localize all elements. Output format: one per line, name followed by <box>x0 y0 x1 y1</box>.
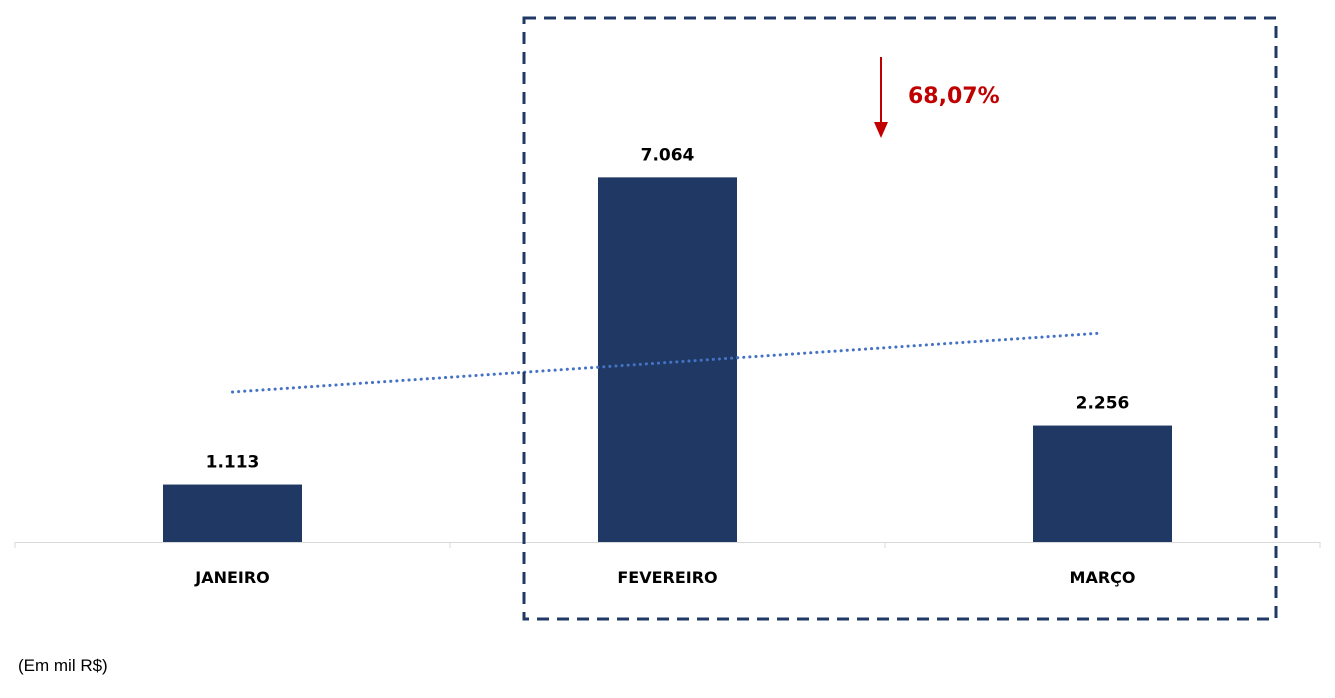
bar-fevereiro <box>598 177 737 543</box>
bar-janeiro <box>163 484 302 542</box>
trendline <box>231 331 1104 394</box>
data-label: 2.256 <box>1076 394 1130 414</box>
bar-março <box>1033 425 1172 542</box>
data-label: 1.113 <box>206 453 260 473</box>
x-tick-label: FEVEREIRO <box>617 568 717 587</box>
x-tick-label: MARÇO <box>1070 568 1136 587</box>
data-label: 7.064 <box>641 145 695 165</box>
annotation-label: 68,07% <box>908 84 1000 109</box>
x-tick-label: JANEIRO <box>194 568 270 587</box>
down-arrowhead-icon <box>874 122 888 138</box>
highlight-box <box>522 16 1278 621</box>
unit-footnote: (Em mil R$) <box>18 656 108 675</box>
